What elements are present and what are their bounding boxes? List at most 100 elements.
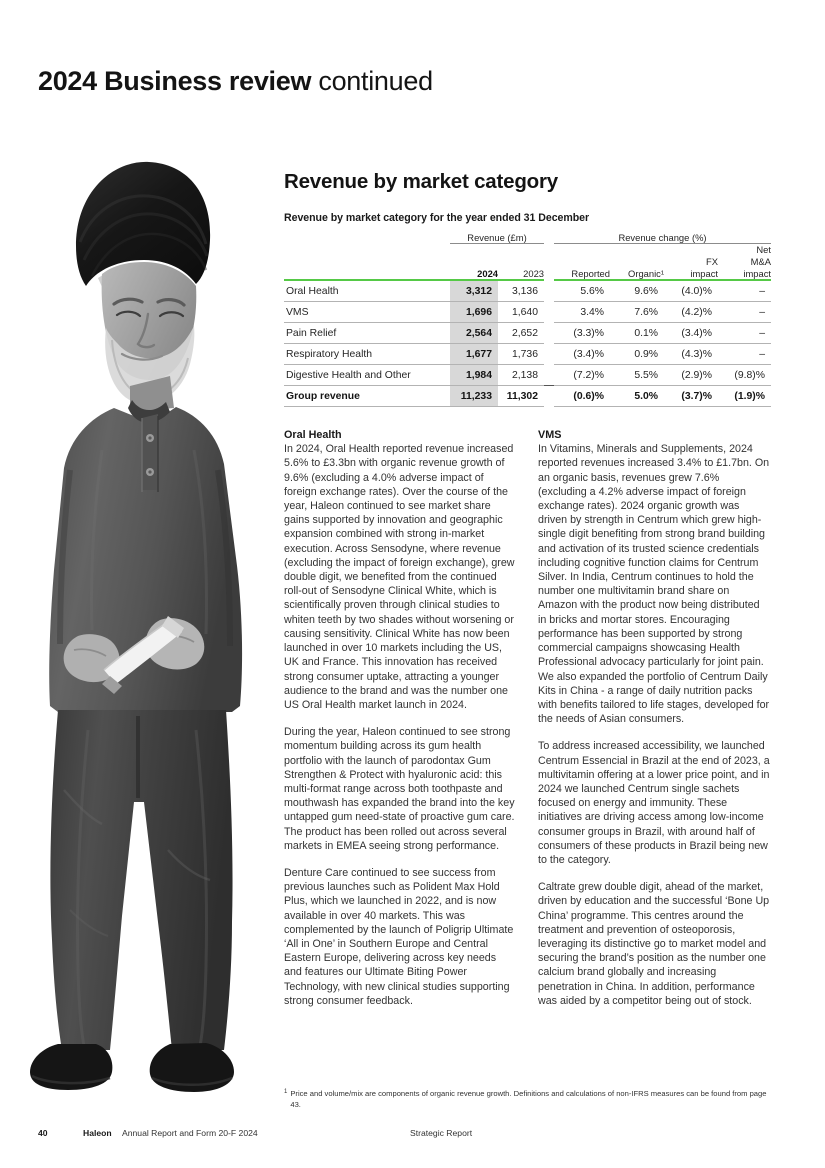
total-organic: 5.0%	[610, 385, 664, 408]
group-rule-revenue-change	[554, 243, 771, 244]
column-header-organic: Organic¹	[628, 267, 664, 279]
oral-health-paragraph-2: During the year, Haleon continued to see…	[284, 726, 515, 852]
page-title-light: continued	[318, 66, 433, 96]
group-header-revenue: Revenue (£m)	[467, 232, 527, 243]
row-organic: 0.1%	[610, 322, 664, 345]
group-header-blank	[284, 232, 450, 243]
row-organic: 9.6%	[610, 281, 664, 303]
page-title-bold: 2024 Business review	[38, 66, 312, 96]
row-revenue-2024: 3,312	[450, 281, 498, 303]
row-revenue-2024: 1,984	[450, 364, 498, 387]
vms-heading: VMS	[538, 429, 562, 442]
row-revenue-2024: 1,696	[450, 301, 498, 324]
column-header-net-ma-impact: Net M&A impact	[743, 244, 771, 279]
row-fx-impact: (4.2)%	[664, 301, 718, 324]
table-total-row: Group revenue 11,233 11,302 (0.6)% 5.0% …	[284, 385, 771, 408]
row-category: Respiratory Health	[284, 343, 450, 366]
row-organic: 0.9%	[610, 343, 664, 366]
column-header-category	[284, 244, 450, 279]
footnote-marker: 1	[284, 1089, 288, 1095]
row-fx-impact: (4.3)%	[664, 343, 718, 366]
total-reported: (0.6)%	[554, 385, 610, 408]
row-net-ma-impact: (9.8)%	[718, 364, 771, 387]
row-gutter	[544, 323, 554, 344]
main-content: Revenue by market category Revenue by ma…	[284, 170, 771, 1008]
vms-paragraph-3: Caltrate grew double digit, ahead of the…	[538, 881, 770, 1007]
table-row: Oral Health 3,312 3,136 5.6% 9.6% (4.0)%…	[284, 281, 771, 303]
row-category: VMS	[284, 301, 450, 324]
row-reported: (3.4)%	[554, 343, 610, 366]
column-header-2023: 2023	[523, 267, 544, 279]
column-header-2024: 2024	[477, 267, 498, 279]
footer-brand: Haleon	[83, 1128, 112, 1138]
vms-paragraph-2: To address increased accessibility, we l…	[538, 740, 770, 866]
footnote-text: Price and volume/mix are components of o…	[290, 1089, 767, 1109]
footnote: 1 Price and volume/mix are components of…	[284, 1088, 779, 1110]
text-column-vms: VMS In Vitamins, Minerals and Supplement…	[538, 429, 770, 1008]
table-column-header-row: 2024 2023 Reported Organic¹ FX impact Ne…	[284, 244, 771, 279]
page-title: 2024 Business review continued	[38, 66, 433, 97]
total-fx-impact: (3.7)%	[664, 385, 718, 408]
table-row: VMS 1,696 1,640 3.4% 7.6% (4.2)% –	[284, 301, 771, 324]
hero-photo-panel	[18, 150, 268, 1100]
row-revenue-2023: 2,138	[498, 364, 544, 387]
oral-health-paragraph-3: Denture Care continued to see success fr…	[284, 866, 514, 1007]
table-group-rule-row	[284, 243, 771, 244]
row-reported: 3.4%	[554, 301, 610, 324]
table-accent-rule-row	[284, 279, 771, 282]
table-group-header-row: Revenue (£m) Revenue change (%)	[284, 232, 771, 243]
row-revenue-2024: 1,677	[450, 343, 498, 366]
row-category: Digestive Health and Other	[284, 364, 450, 387]
row-reported: (7.2)%	[554, 364, 610, 387]
total-revenue-2024: 11,233	[450, 385, 498, 408]
accent-rule-right	[554, 279, 771, 282]
table-row: Digestive Health and Other 1,984 2,138 (…	[284, 364, 771, 387]
row-reported: (3.3)%	[554, 322, 610, 345]
row-revenue-2023: 3,136	[498, 281, 544, 303]
group-header-gap	[544, 232, 554, 243]
column-header-fx-impact: FX impact	[690, 255, 718, 279]
oral-health-heading: Oral Health	[284, 429, 342, 442]
row-fx-impact: (2.9)%	[664, 364, 718, 387]
row-net-ma-impact: –	[718, 322, 771, 345]
row-revenue-2023: 2,652	[498, 322, 544, 345]
accent-rule-left	[284, 279, 544, 282]
row-fx-impact: (3.4)%	[664, 322, 718, 345]
column-header-spacer	[544, 244, 554, 279]
row-gutter	[544, 365, 554, 386]
total-gutter	[544, 385, 554, 407]
row-gutter	[544, 302, 554, 323]
revenue-by-market-category-table: Revenue (£m) Revenue change (%) 2024 202…	[284, 232, 771, 408]
oral-health-paragraph-1: In 2024, Oral Health reported revenue in…	[284, 443, 515, 711]
column-header-reported: Reported	[571, 267, 610, 279]
group-rule-revenue	[450, 243, 544, 244]
row-category: Oral Health	[284, 281, 450, 303]
body-text-columns: Oral Health In 2024, Oral Health reporte…	[284, 429, 771, 1008]
page-number: 40	[38, 1128, 48, 1138]
vms-paragraph-1: In Vitamins, Minerals and Supplements, 2…	[538, 443, 770, 726]
row-revenue-2023: 1,640	[498, 301, 544, 324]
total-revenue-2023: 11,302	[498, 385, 544, 408]
row-revenue-2023: 1,736	[498, 343, 544, 366]
section-title: Revenue by market category	[284, 170, 558, 193]
row-revenue-2024: 2,564	[450, 322, 498, 345]
footer-section: Strategic Report	[410, 1128, 473, 1138]
row-organic: 7.6%	[610, 301, 664, 324]
row-reported: 5.6%	[554, 281, 610, 303]
row-category: Pain Relief	[284, 322, 450, 345]
total-net-ma-impact: (1.9)%	[718, 385, 771, 408]
table-row: Respiratory Health 1,677 1,736 (3.4)% 0.…	[284, 343, 771, 366]
footer-report-title: Annual Report and Form 20-F 2024	[122, 1128, 258, 1138]
text-column-oral-health: Oral Health In 2024, Oral Health reporte…	[284, 429, 516, 1008]
row-fx-impact: (4.0)%	[664, 281, 718, 303]
row-gutter	[544, 344, 554, 365]
table-head: Revenue (£m) Revenue change (%) 2024 202…	[284, 232, 771, 282]
table-caption: Revenue by market category for the year …	[284, 212, 590, 224]
row-gutter	[544, 281, 554, 302]
row-net-ma-impact: –	[718, 301, 771, 324]
group-header-revenue-change: Revenue change (%)	[618, 232, 707, 243]
row-organic: 5.5%	[610, 364, 664, 387]
person-photograph	[18, 150, 268, 1100]
table-body: Oral Health 3,312 3,136 5.6% 9.6% (4.0)%…	[284, 281, 771, 408]
total-category: Group revenue	[284, 385, 450, 408]
